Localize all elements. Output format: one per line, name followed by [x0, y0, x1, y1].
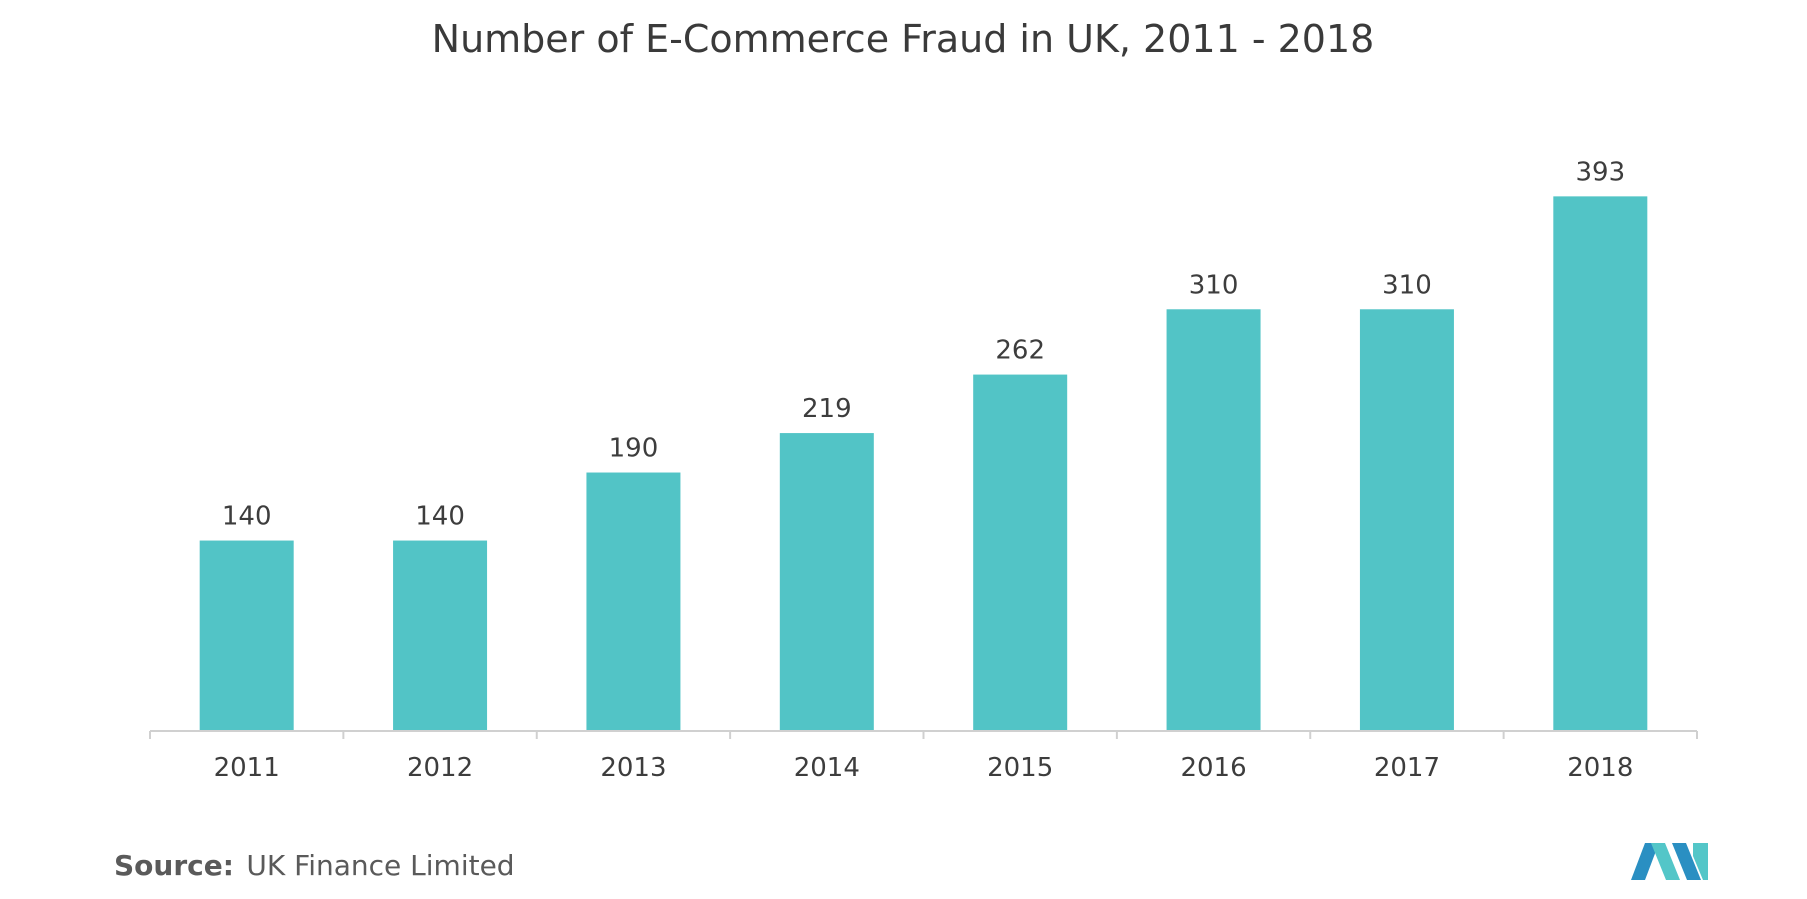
data-label-2018: 393: [1575, 157, 1625, 187]
bar-2016: [1166, 309, 1261, 731]
data-label-2013: 190: [609, 434, 659, 464]
x-tick-label-2012: 2012: [407, 753, 473, 783]
data-label-2012: 140: [415, 502, 465, 532]
source-note: Source: UK Finance Limited: [114, 849, 515, 882]
bar-2018: [1553, 196, 1648, 731]
x-tick-label-2016: 2016: [1180, 753, 1246, 783]
source-label: Source:: [114, 849, 234, 882]
mordor-intelligence-logo-icon: [1631, 843, 1708, 880]
bar-2011: [199, 540, 294, 731]
data-label-2017: 310: [1382, 270, 1432, 300]
bar-2012: [393, 540, 488, 731]
bars-group: [199, 196, 1648, 731]
chart-title: Number of E-Commerce Fraud in UK, 2011 -…: [432, 17, 1375, 61]
data-label-2014: 219: [802, 394, 852, 424]
x-axis: 2011 2012 2013 2014 2015 2016 2017 2018: [149, 730, 1698, 783]
bar-2017: [1359, 309, 1454, 731]
source-text: UK Finance Limited: [246, 849, 514, 882]
data-labels-group: 140 140 190 219 262 310 310 393: [222, 157, 1625, 531]
data-label-2011: 140: [222, 502, 272, 532]
bar-2014: [779, 433, 874, 731]
x-tick-label-2017: 2017: [1374, 753, 1440, 783]
x-tick-label-2015: 2015: [987, 753, 1053, 783]
bar-2015: [973, 374, 1068, 731]
x-tick-label-2014: 2014: [794, 753, 860, 783]
x-tick-label-2013: 2013: [600, 753, 666, 783]
bar-2013: [586, 472, 681, 731]
x-tick-label-2011: 2011: [214, 753, 280, 783]
x-tick-label-2018: 2018: [1567, 753, 1633, 783]
data-label-2016: 310: [1189, 270, 1239, 300]
data-label-2015: 262: [995, 336, 1045, 366]
